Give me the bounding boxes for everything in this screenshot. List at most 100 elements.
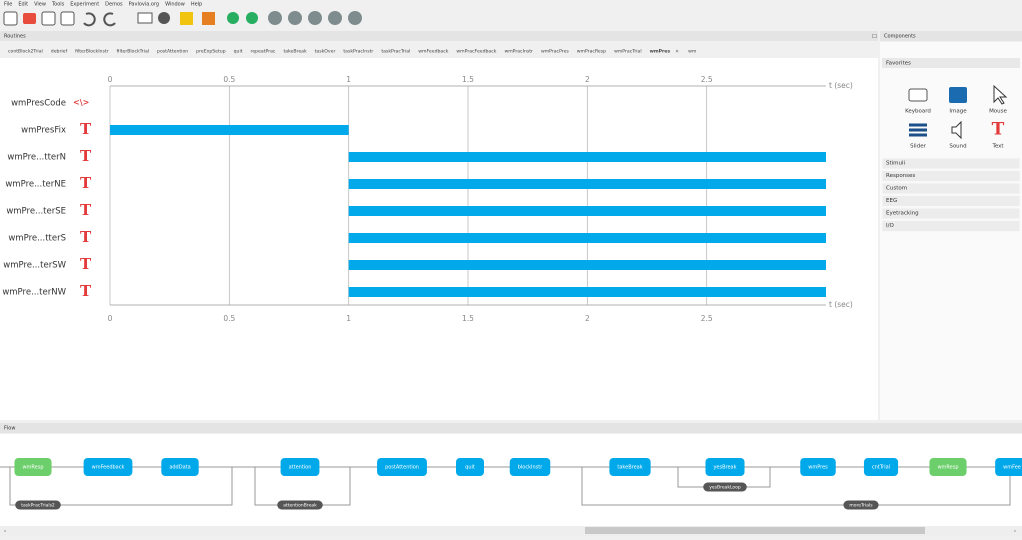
flow-routine-label[interactable]: postAttention [385, 465, 419, 471]
loop-label[interactable]: attentionBreak [283, 503, 317, 509]
settings-icon[interactable] [158, 12, 170, 24]
scroll-right[interactable]: › [1014, 529, 1016, 535]
category-label[interactable]: Eyetracking [886, 211, 919, 217]
flow-scrollbar[interactable] [0, 526, 1022, 536]
routine-tab[interactable]: quit [234, 49, 243, 55]
loop-pill[interactable] [277, 500, 323, 510]
routine-tab[interactable]: wmPracInstr [504, 49, 533, 55]
loop-pill[interactable] [703, 482, 747, 492]
component-icon[interactable]: T [80, 228, 92, 246]
pavlovia-icon[interactable] [348, 11, 362, 25]
component-name[interactable]: wmPre...terSW [3, 261, 66, 271]
component-icon[interactable]: <\> [73, 97, 89, 107]
component-icon[interactable]: T [80, 255, 92, 273]
category-label[interactable]: I/O [886, 223, 894, 229]
menu-item[interactable]: Tools [51, 2, 65, 8]
flow-routine-label[interactable]: wmResp [22, 465, 43, 471]
routine-tab[interactable]: preExpSetup [196, 49, 226, 55]
category-label[interactable]: Custom [886, 186, 907, 192]
routine-tab[interactable]: wmPracResp [577, 49, 606, 55]
component-button[interactable]: Image [949, 109, 967, 115]
undo-icon[interactable] [83, 12, 96, 27]
flow-routine[interactable] [995, 458, 1022, 476]
routine-tab[interactable]: repeatPrac [251, 49, 276, 55]
scroll-thumb[interactable] [585, 527, 925, 534]
routine-tab[interactable]: wmFeedback [418, 49, 448, 55]
component-icon[interactable]: T [80, 201, 92, 219]
run-icon[interactable] [246, 12, 258, 24]
component-button[interactable]: Sound [949, 144, 966, 150]
routine-tab[interactable]: wm [688, 50, 697, 55]
flow-routine[interactable] [509, 458, 551, 476]
routine-tab[interactable]: postAttention [157, 49, 188, 55]
menu-item[interactable]: File [4, 2, 12, 8]
category-header[interactable] [881, 157, 1021, 170]
menu-item[interactable]: Edit [18, 2, 28, 8]
routine-tab[interactable]: taskPracTrial [381, 49, 410, 55]
pavlovia-icon[interactable] [288, 11, 302, 25]
component-name[interactable]: wmPresCode [11, 99, 66, 109]
flow-routine[interactable] [280, 458, 320, 476]
flow-routine[interactable] [83, 458, 133, 476]
component-button[interactable]: Text [991, 144, 1004, 150]
flow-routine[interactable] [863, 458, 899, 476]
compile-icon[interactable] [180, 12, 193, 25]
component-icon[interactable]: T [80, 120, 92, 138]
routine-tab[interactable]: wmPracFeedback [456, 49, 496, 55]
component-icon[interactable]: T [80, 282, 92, 300]
component-bar[interactable] [348, 179, 826, 189]
component-icon[interactable]: T [80, 147, 92, 165]
category-label[interactable]: Stimuli [886, 161, 906, 167]
flow-routine[interactable] [456, 458, 484, 476]
component-bar[interactable] [110, 125, 349, 135]
flow-routine-label[interactable]: addData [169, 465, 190, 471]
flow-routine-label[interactable]: quit [465, 465, 475, 471]
open-icon[interactable] [23, 13, 36, 24]
saveas-icon[interactable] [60, 11, 75, 26]
flow-routine[interactable] [609, 458, 651, 476]
pavlovia-icon[interactable] [328, 11, 342, 25]
routine-tab[interactable]: taskPracInstr [343, 49, 373, 55]
loop-label[interactable]: moreTrials [849, 503, 873, 509]
menu-item[interactable]: View [34, 2, 46, 8]
component-bar[interactable] [348, 152, 826, 162]
loop-label[interactable]: taskPracTrials2 [21, 503, 55, 509]
flow-routine-label[interactable]: takeBreak [617, 465, 642, 471]
routine-tab[interactable]: debrief [51, 49, 68, 55]
routine-tab[interactable]: filterBlockTrial [117, 49, 150, 55]
component-button[interactable]: Mouse [989, 109, 1007, 115]
component-name[interactable]: wmPre...terSE [6, 207, 66, 217]
menu-item[interactable]: Pavlovia.org [129, 2, 159, 8]
new-icon[interactable] [3, 11, 18, 26]
flow-routine[interactable] [14, 458, 52, 476]
pavlovia-icon[interactable] [308, 11, 322, 25]
component-bar[interactable] [348, 260, 826, 270]
redo-icon[interactable] [103, 12, 116, 27]
scroll-left[interactable]: ‹ [4, 529, 6, 535]
script-icon[interactable] [202, 12, 215, 25]
loop-pill[interactable] [15, 500, 61, 510]
component-button[interactable]: Keyboard [905, 109, 931, 115]
routine-tab[interactable]: takeBreak [283, 49, 307, 55]
menu-item[interactable]: Window [165, 2, 185, 8]
pilot-icon[interactable] [227, 12, 239, 24]
category-label[interactable]: EEG [886, 198, 897, 204]
category-header[interactable] [881, 195, 1021, 207]
flow-routine[interactable] [929, 458, 967, 476]
flow-routine-label[interactable]: wmFeedback [92, 465, 125, 471]
flow-routine-label[interactable]: yesBreak [713, 465, 736, 471]
flow-routine-label[interactable]: attention [289, 465, 312, 471]
component-bar[interactable] [348, 287, 826, 297]
favorites-header[interactable] [882, 58, 1020, 68]
menu-item[interactable]: Demos [105, 2, 123, 8]
routine-tab[interactable]: filterBlockInstr [75, 49, 109, 55]
flow-routine-label[interactable]: blockInstr [518, 465, 543, 471]
flow-routine[interactable] [705, 458, 745, 476]
category-header[interactable] [881, 220, 1021, 232]
flow-routine-label[interactable]: wmPres [808, 465, 828, 471]
tab-close[interactable]: × [675, 49, 679, 55]
category-header[interactable] [881, 207, 1021, 220]
flow-routine[interactable] [800, 458, 836, 476]
flow-routine[interactable] [161, 458, 199, 476]
component-name[interactable]: wmPre...tterS [8, 234, 66, 244]
